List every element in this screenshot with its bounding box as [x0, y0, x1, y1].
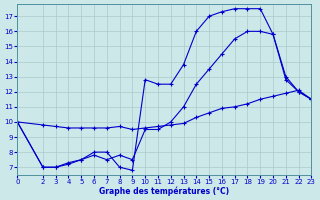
X-axis label: Graphe des températures (°C): Graphe des températures (°C): [99, 186, 229, 196]
